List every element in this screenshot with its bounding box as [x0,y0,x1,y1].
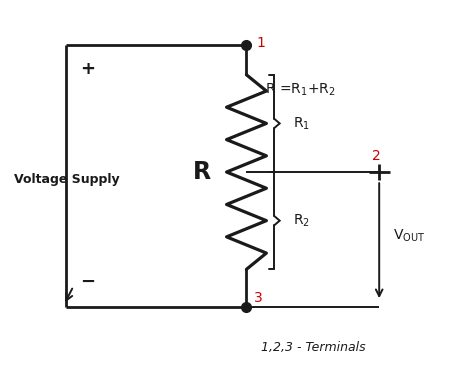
Text: R$_1$: R$_1$ [293,115,310,132]
Text: +: + [80,60,95,78]
Text: R =R$_1$+R$_2$: R =R$_1$+R$_2$ [265,82,336,98]
Text: Voltage Supply: Voltage Supply [14,173,120,186]
Text: V$_{\mathregular{OUT}}$: V$_{\mathregular{OUT}}$ [393,227,426,244]
Text: R: R [192,160,210,184]
Text: −: − [80,273,95,291]
Text: 3: 3 [254,291,262,306]
Text: R$_2$: R$_2$ [293,212,310,229]
Text: 1,2,3 - Terminals: 1,2,3 - Terminals [261,341,365,354]
Text: 1: 1 [257,36,266,50]
Text: 2: 2 [373,149,381,163]
